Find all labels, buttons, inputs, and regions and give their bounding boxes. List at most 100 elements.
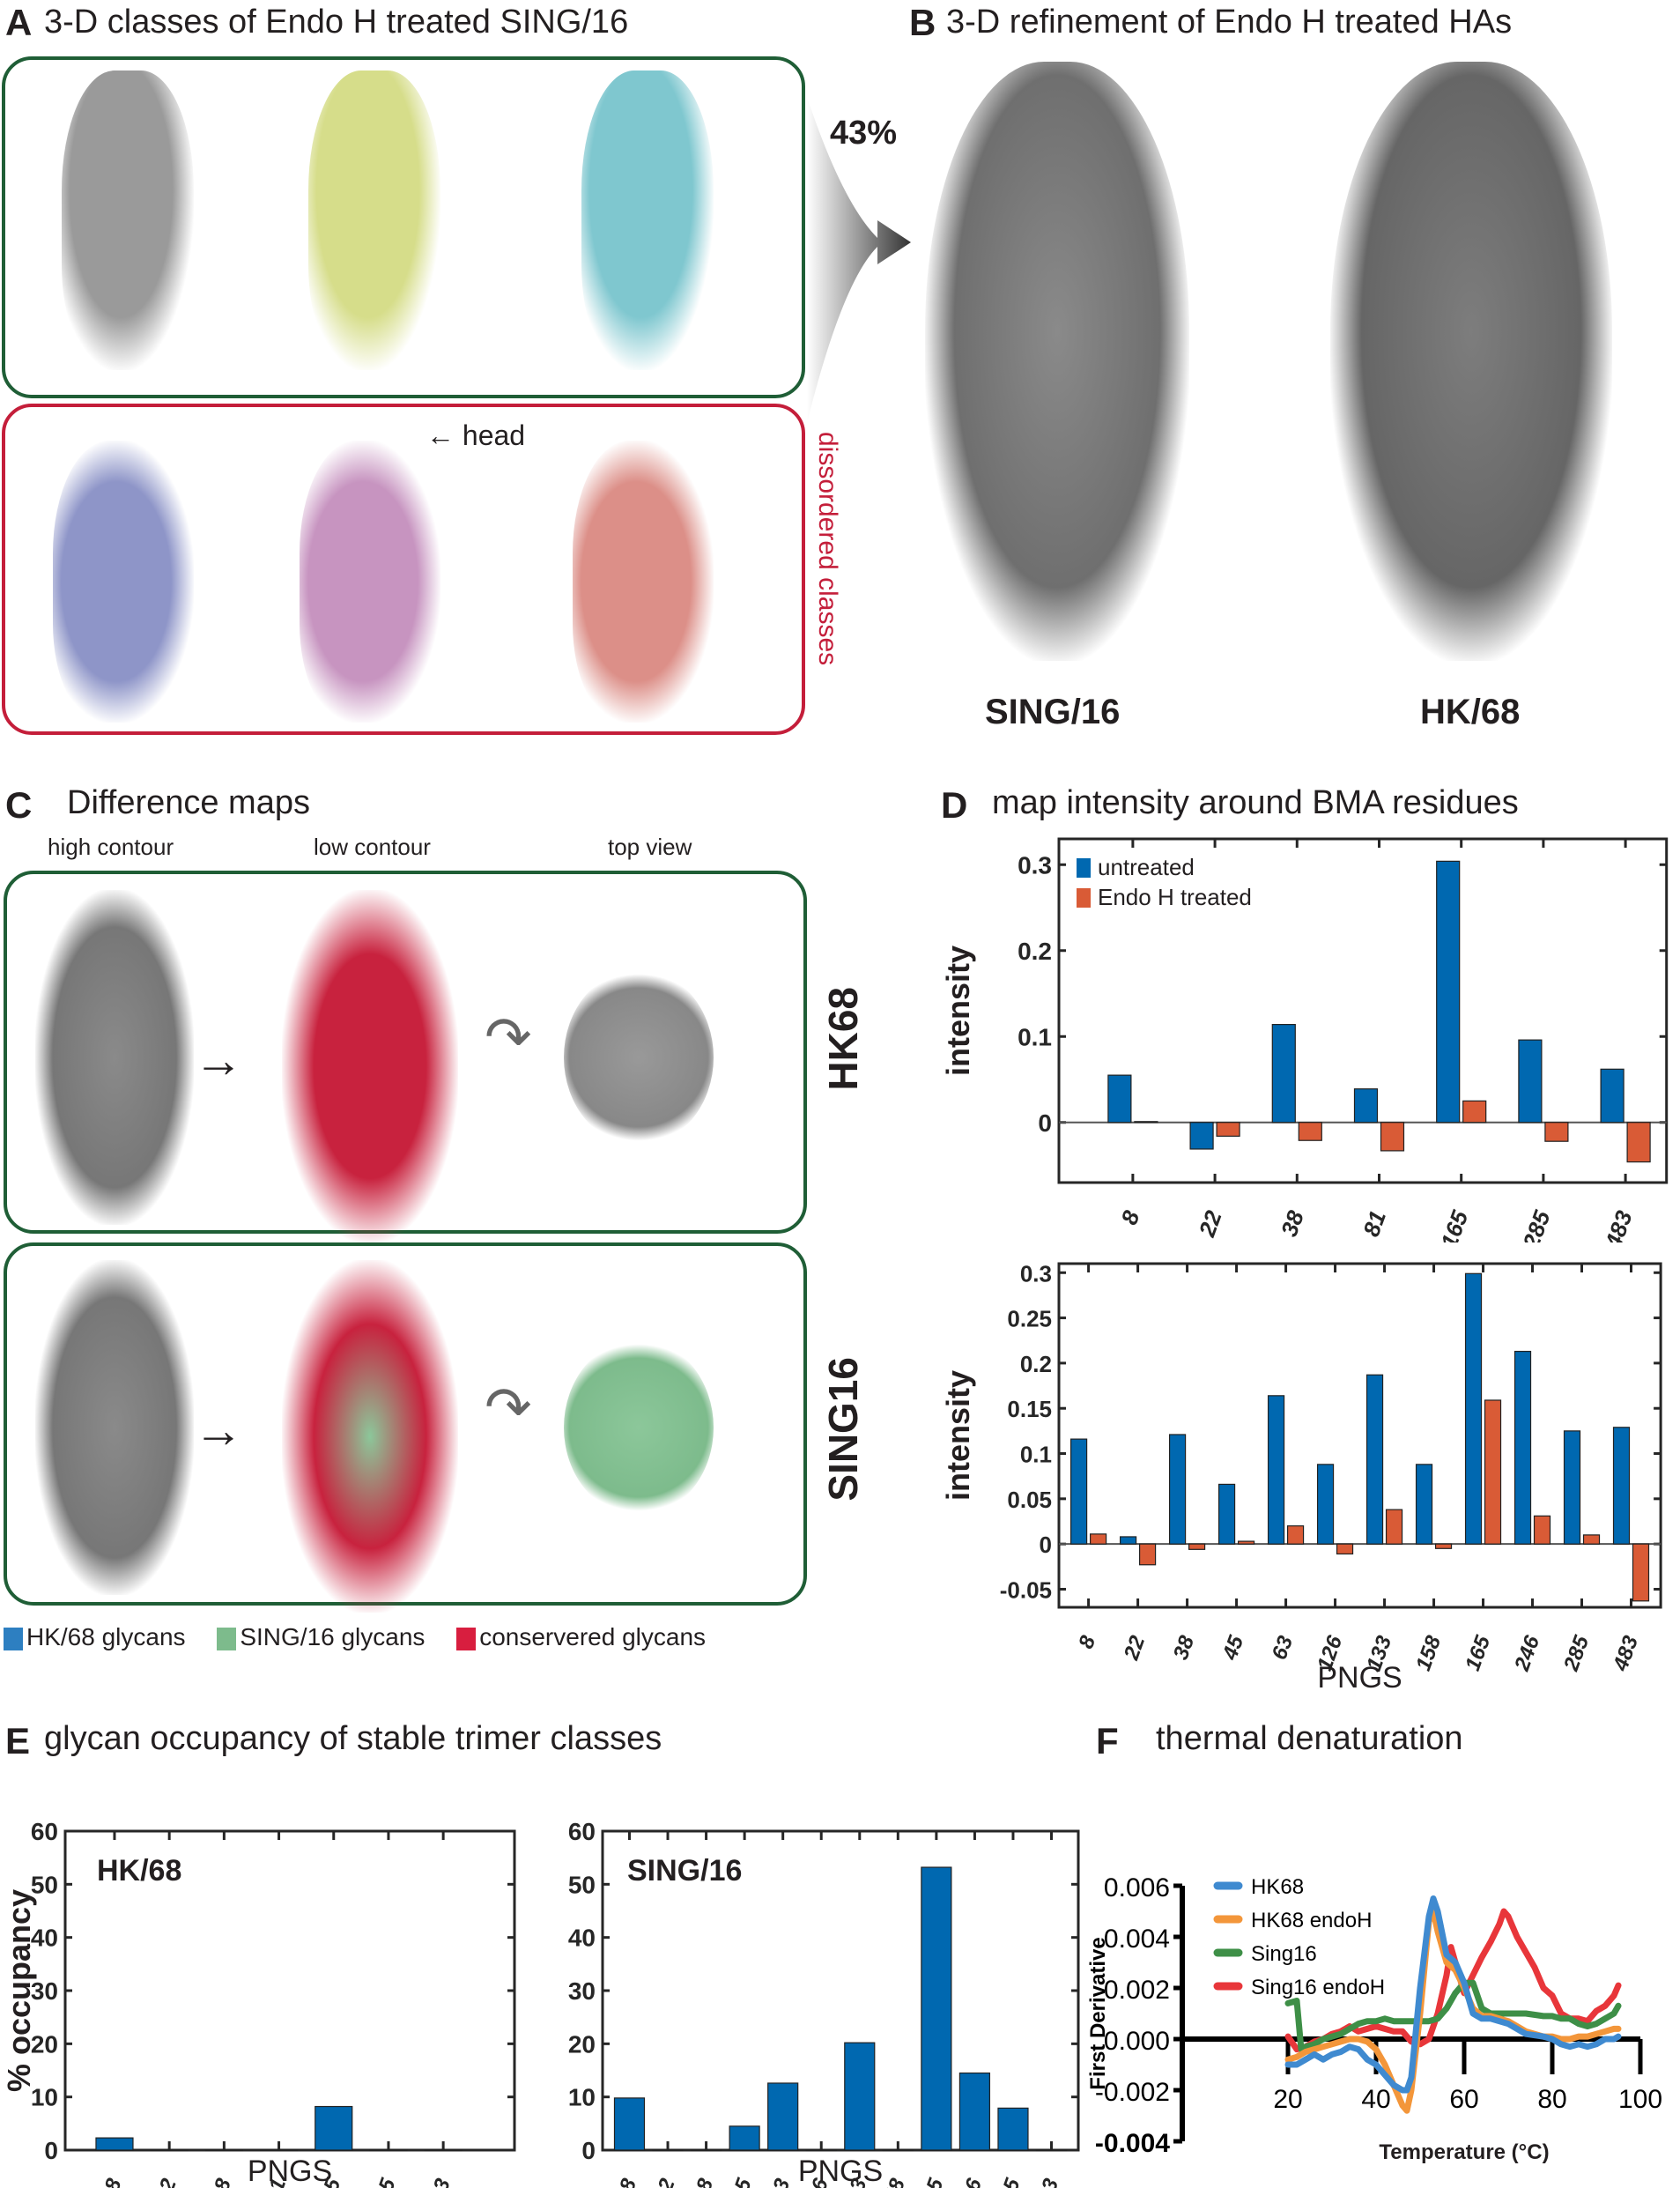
- svg-text:158: 158: [1411, 1632, 1446, 1673]
- svg-text:22: 22: [151, 2175, 181, 2188]
- svg-text:HK/68: HK/68: [97, 1854, 181, 1888]
- arrow-right-icon: →: [194, 1402, 243, 1457]
- svg-text:0.25: 0.25: [1007, 1306, 1052, 1332]
- bar: [882, 2149, 914, 2152]
- svg-text:PNGS: PNGS: [248, 2155, 332, 2188]
- bar: [1107, 1074, 1132, 1124]
- svg-text:165: 165: [914, 2175, 948, 2188]
- bar: [1035, 2149, 1068, 2152]
- bar: [1316, 1464, 1335, 1545]
- bar: [1434, 1543, 1453, 1549]
- bar: [997, 2107, 1029, 2151]
- svg-text:10: 10: [568, 2084, 596, 2111]
- panel-f-letter: F: [1096, 1720, 1119, 1762]
- bar: [1188, 1543, 1206, 1550]
- rotate-icon: ↷: [485, 1376, 532, 1439]
- legend-swatch: [456, 1627, 477, 1650]
- bar: [767, 2082, 799, 2151]
- hk68-high-contour-map: [35, 890, 194, 1225]
- line-hk68-endoh: [1284, 1908, 1622, 2114]
- line-sing16: [1284, 1979, 1622, 2053]
- col-label-high-contour: high contour: [48, 834, 174, 860]
- bar: [1217, 1483, 1236, 1545]
- svg-text:483: 483: [1609, 1632, 1644, 1674]
- panel-b-title: 3-D refinement of Endo H treated HAs: [946, 4, 1513, 41]
- bar: [1298, 1122, 1322, 1141]
- svg-text:40: 40: [568, 1925, 596, 1952]
- svg-text:-0.002: -0.002: [1095, 2078, 1170, 2107]
- stable-class-map: [581, 70, 714, 370]
- bar: [1518, 1039, 1543, 1124]
- bar: [1544, 1122, 1569, 1142]
- bar: [1271, 1024, 1296, 1124]
- legend: untreated Endo H treated: [1077, 854, 1252, 910]
- svg-text:0.3: 0.3: [1020, 1260, 1052, 1287]
- arrow-right-icon: →: [194, 1032, 243, 1087]
- hk68-top-view-map: [564, 969, 714, 1146]
- svg-text:45: 45: [726, 2175, 757, 2188]
- svg-text:45: 45: [1217, 1632, 1248, 1664]
- disordered-class-map: [53, 441, 194, 723]
- svg-text:285: 285: [990, 2175, 1025, 2188]
- svg-text:20: 20: [568, 2030, 596, 2058]
- bar: [1612, 1427, 1631, 1545]
- bar: [1286, 1525, 1305, 1545]
- svg-text:63: 63: [765, 2175, 796, 2188]
- bar: [204, 2149, 243, 2152]
- bar: [1582, 1534, 1601, 1545]
- svg-text:0: 0: [44, 2137, 58, 2164]
- head-arrow-label: ← head: [426, 419, 525, 452]
- svg-text:63: 63: [1268, 1632, 1299, 1663]
- svg-text:38: 38: [205, 2175, 236, 2188]
- bar: [1336, 1543, 1354, 1555]
- panel-f-title: thermal denaturation: [1156, 1720, 1463, 1757]
- bar: [1533, 1515, 1551, 1545]
- svg-text:483: 483: [420, 2175, 455, 2188]
- svg-text:483: 483: [1029, 2175, 1064, 2188]
- stable-class-map: [62, 70, 194, 370]
- svg-text:Temperature (°C): Temperature (°C): [1379, 2140, 1549, 2164]
- stable-classes-box: [2, 56, 805, 398]
- svg-text:0: 0: [1038, 1109, 1052, 1137]
- svg-text:246: 246: [1510, 1632, 1545, 1674]
- bar: [1385, 1509, 1403, 1545]
- stable-class-map: [308, 70, 440, 370]
- bar: [1134, 1121, 1158, 1124]
- bar: [424, 2149, 463, 2152]
- svg-text:0: 0: [1040, 1532, 1052, 1558]
- panel-a-title: 3-D classes of Endo H treated SING/16: [44, 4, 629, 41]
- bar: [1632, 1543, 1650, 1602]
- svg-text:Sing16 endoH: Sing16 endoH: [1251, 1976, 1385, 1999]
- panel-d-title: map intensity around BMA residues: [992, 784, 1519, 821]
- disordered-class-map: [573, 441, 714, 723]
- svg-text:165: 165: [1461, 1632, 1495, 1673]
- bma-intensity-hk68-chart: 00.10.20.38 22 38 81 165 285 483intensityuntre…: [940, 837, 1669, 1242]
- bar: [95, 2137, 134, 2151]
- line-hk68: [1284, 1895, 1622, 2094]
- svg-text:38: 38: [688, 2175, 719, 2188]
- svg-text:intensity: intensity: [940, 1370, 976, 1501]
- svg-text:PNGS: PNGS: [798, 2155, 883, 2188]
- svg-text:% occupancy: % occupancy: [1, 1889, 37, 2092]
- occupancy-sing16-chart: 0102030405060822384563126133158165246285…: [568, 1818, 1080, 2188]
- bar: [613, 2097, 646, 2151]
- col-label-top-view: top view: [608, 834, 692, 860]
- bar: [259, 2149, 299, 2152]
- svg-text:60: 60: [31, 1818, 58, 1845]
- bar: [1138, 1543, 1157, 1566]
- hk68-refined-map: [1330, 62, 1612, 661]
- bar: [1069, 1438, 1088, 1545]
- sing16-top-view-map: [564, 1339, 714, 1516]
- svg-text:HK68 endoH: HK68 endoH: [1251, 1909, 1372, 1932]
- svg-text:60: 60: [1449, 2085, 1478, 2114]
- bar: [921, 1866, 952, 2151]
- svg-text:Endo H treated: Endo H treated: [1098, 884, 1252, 910]
- bar: [958, 2072, 991, 2151]
- bar: [1436, 860, 1461, 1124]
- svg-text:20: 20: [31, 2030, 58, 2058]
- svg-text:50: 50: [31, 1871, 58, 1898]
- svg-text:untreated: untreated: [1098, 854, 1195, 880]
- bar: [652, 2149, 684, 2152]
- bar: [315, 2105, 353, 2151]
